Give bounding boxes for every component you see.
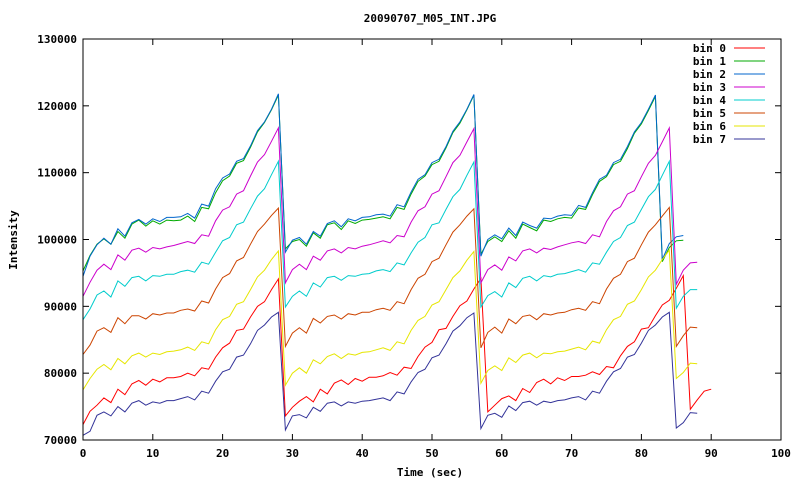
series-layer xyxy=(82,93,712,436)
x-axis-title: Time (sec) xyxy=(397,466,463,479)
x-tick-label: 70 xyxy=(565,447,578,460)
chart-title: 20090707_M05_INT.JPG xyxy=(364,12,497,25)
series-line-bin-5 xyxy=(82,206,698,355)
legend-label-bin-6: bin 6 xyxy=(693,120,726,133)
legend-label-bin-2: bin 2 xyxy=(693,68,726,81)
x-tick-label: 60 xyxy=(495,447,508,460)
y-tick-label: 80000 xyxy=(44,367,77,380)
series-line-bin-3 xyxy=(82,125,698,297)
x-tick-label: 80 xyxy=(635,447,648,460)
y-tick-label: 120000 xyxy=(37,100,77,113)
x-tick-label: 10 xyxy=(146,447,159,460)
y-tick-label: 70000 xyxy=(44,434,77,447)
x-tick-label: 90 xyxy=(705,447,718,460)
series-line-bin-7 xyxy=(82,311,698,436)
y-axis: 70000 80000 90000 100000 110000 120000 130000 xyxy=(37,33,781,447)
x-tick-label: 0 xyxy=(80,447,87,460)
legend-label-bin-3: bin 3 xyxy=(693,81,726,94)
y-tick-label: 90000 xyxy=(44,300,77,313)
x-axis: 0 10 20 30 40 50 60 70 80 90 100 xyxy=(80,39,791,460)
x-tick-label: 100 xyxy=(771,447,791,460)
y-tick-label: 100000 xyxy=(37,234,77,247)
x-tick-label: 50 xyxy=(425,447,438,460)
y-tick-label: 130000 xyxy=(37,33,77,46)
legend-label-bin-4: bin 4 xyxy=(693,94,726,107)
legend-label-bin-1: bin 1 xyxy=(693,55,726,68)
series-line-bin-0 xyxy=(82,273,712,425)
legend-label-bin-7: bin 7 xyxy=(693,133,726,146)
series-line-bin-6 xyxy=(82,248,698,391)
legend-label-bin-0: bin 0 xyxy=(693,42,726,55)
legend-label-bin-5: bin 5 xyxy=(693,107,726,120)
y-axis-title: Intensity xyxy=(7,210,20,270)
series-line-bin-1 xyxy=(82,94,684,272)
y-tick-label: 110000 xyxy=(37,167,77,180)
series-line-bin-4 xyxy=(82,159,698,320)
series-line-bin-2 xyxy=(82,93,684,277)
x-tick-label: 30 xyxy=(286,447,299,460)
x-tick-label: 40 xyxy=(356,447,369,460)
x-tick-label: 20 xyxy=(216,447,229,460)
